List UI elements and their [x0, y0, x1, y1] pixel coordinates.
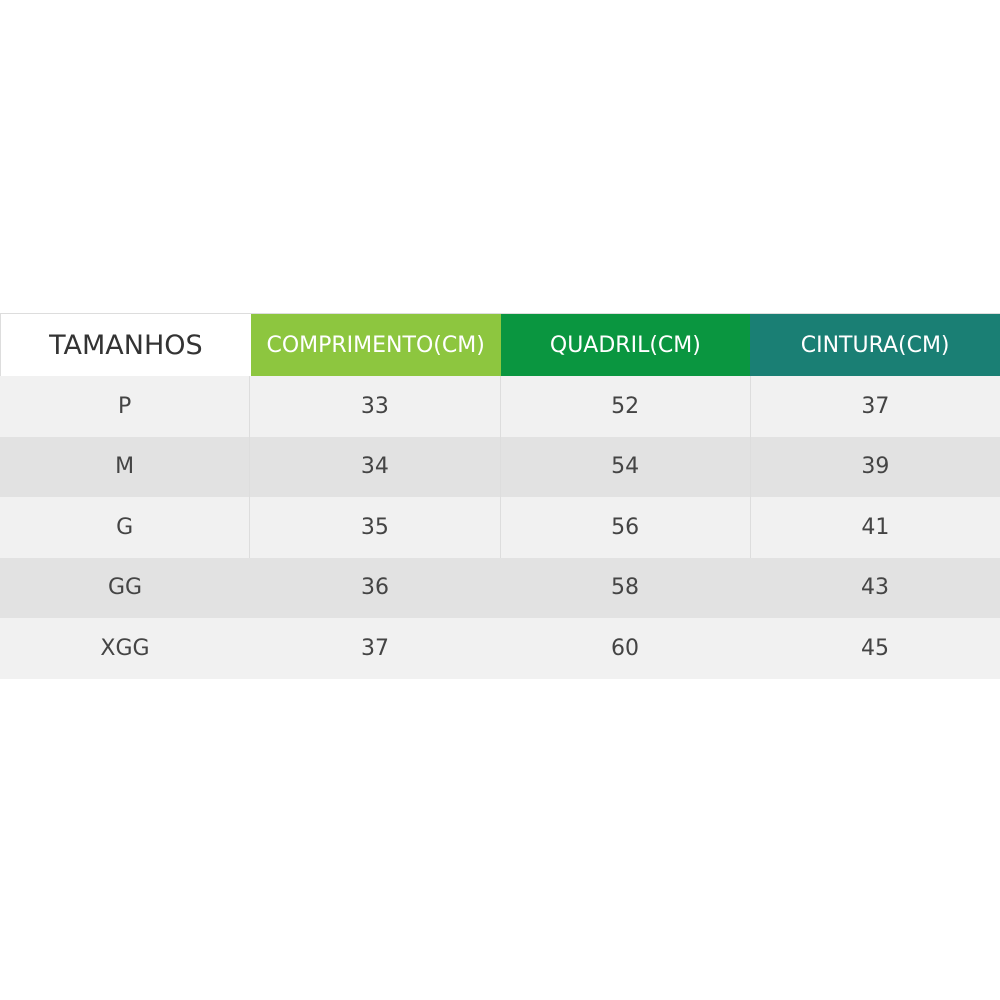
- table-cell: 37: [361, 635, 389, 661]
- header-row: TAMANHOS COMPRIMENTO(CM) QUADRIL(CM) CINTUR…: [0, 313, 1000, 376]
- table-cell: 36: [361, 575, 389, 601]
- header-cell: TAMANHOS: [0, 314, 251, 376]
- table-cell: 35: [249, 497, 499, 558]
- table-cell: 33: [249, 376, 499, 437]
- table-row: M 34 54 39: [0, 436, 1000, 497]
- table-row: GG 36 58 43: [0, 557, 1000, 618]
- header-cell: CINTURA(CM): [750, 314, 1000, 376]
- table-cell: P: [117, 393, 132, 419]
- table-cell: 52: [499, 376, 750, 437]
- table-cell: 41: [749, 497, 1000, 558]
- table-cell: G: [116, 514, 134, 540]
- table-cell: 45: [861, 635, 889, 661]
- table-cell: 56: [499, 497, 750, 558]
- table-row: G 35 56 41: [0, 497, 1000, 558]
- table-cell: GG: [107, 575, 143, 601]
- table-cell: 39: [749, 436, 1000, 497]
- header-cell: COMPRIMENTO(CM): [250, 314, 501, 376]
- size-table: TAMANHOS COMPRIMENTO(CM) QUADRIL(CM) CINTUR…: [0, 313, 1000, 679]
- table-cell: 43: [861, 575, 889, 601]
- table-cell: M: [115, 454, 135, 480]
- header-cell: QUADRIL(CM): [500, 314, 751, 376]
- table-cell: 58: [611, 575, 639, 601]
- table-row: P 33 52 37: [0, 376, 1000, 437]
- table-cell: XGG: [100, 635, 150, 661]
- table-cell: 60: [611, 635, 639, 661]
- table-row: XGG 37 60 45: [0, 618, 1000, 679]
- table-cell: 37: [749, 376, 1000, 437]
- table-cell: 54: [499, 436, 750, 497]
- table-cell: 34: [249, 436, 499, 497]
